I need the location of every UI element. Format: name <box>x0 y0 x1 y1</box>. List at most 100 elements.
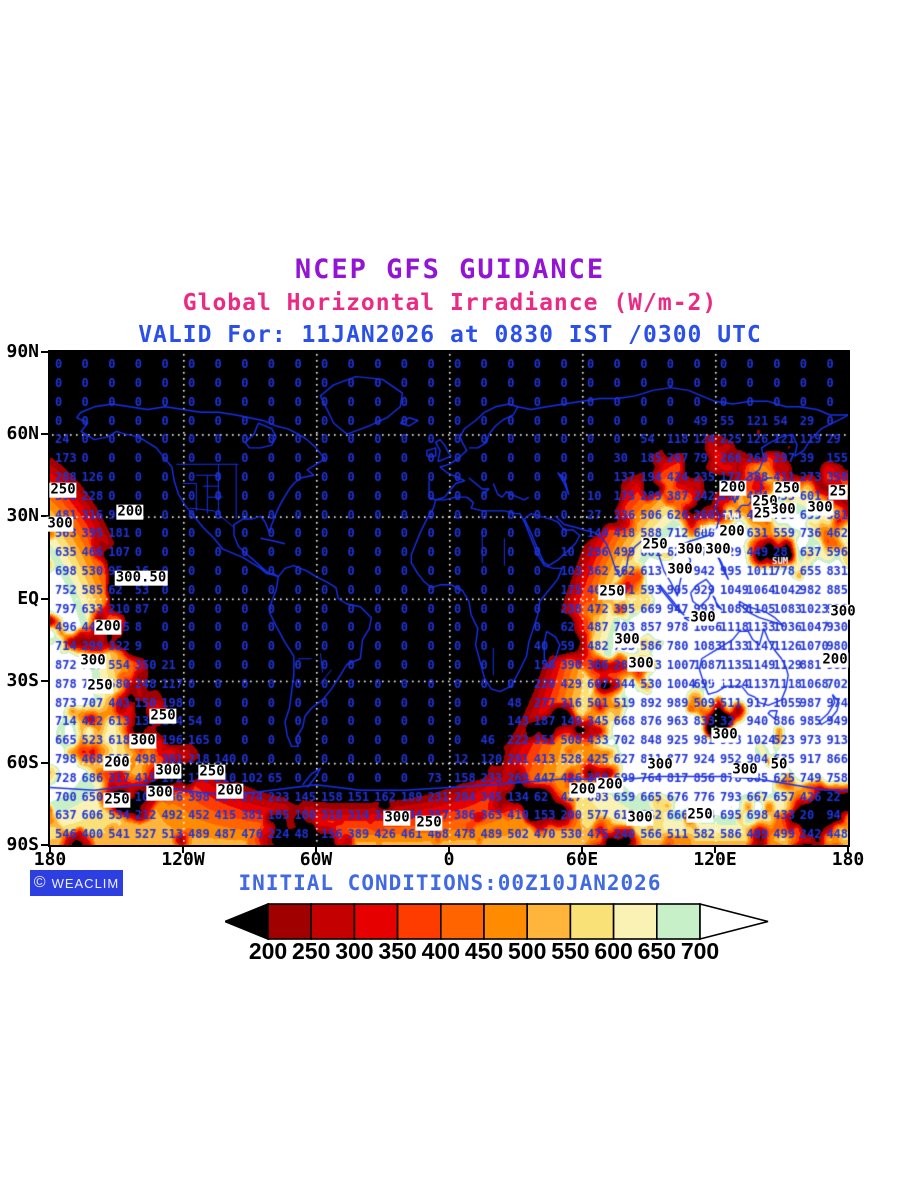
contour-label: 300 <box>646 756 674 773</box>
y-axis-label: 90N <box>6 341 39 362</box>
contour-label: 50 <box>769 756 789 773</box>
colorbar-label: 450 <box>464 938 504 964</box>
contour-label: 300 <box>829 603 857 620</box>
contour-label: 200 <box>216 782 244 799</box>
contour-label: 300 <box>806 499 834 516</box>
x-axis-tick <box>847 847 849 853</box>
colorbar-box <box>612 903 658 940</box>
colorbar-box <box>396 903 442 940</box>
y-axis-label: 30S <box>6 669 39 691</box>
colorbar-box <box>526 903 572 940</box>
contour-label: 300 <box>627 655 655 672</box>
colorbar-label: 500 <box>508 938 547 964</box>
contour-label: 250 <box>415 814 443 831</box>
colorbar-label: 600 <box>594 938 633 964</box>
contour-label: 300 <box>129 732 157 749</box>
y-axis-tick <box>41 351 49 353</box>
y-axis-label: 60N <box>6 423 39 445</box>
colorbar <box>225 903 769 941</box>
valid-time-line: VALID For: 11JAN2026 at 0830 IST /0300 U… <box>138 322 762 348</box>
y-axis-label: 60S <box>6 751 39 773</box>
contour-label: 300 <box>731 761 759 778</box>
contour-label: 300 <box>704 541 732 558</box>
x-axis-label: 60W <box>299 849 333 870</box>
contour-label: 300.50 <box>114 569 168 586</box>
y-axis-tick <box>41 597 49 600</box>
colorbar-label: 400 <box>421 938 460 964</box>
contour-label: 300 <box>711 726 739 743</box>
irradiance-map-canvas <box>50 352 848 845</box>
contour-label: 200 <box>116 503 144 520</box>
contour-label: 300 <box>769 501 797 518</box>
page-title: NCEP GFS GUIDANCE <box>294 254 606 285</box>
page-subtitle: Global Horizontal Irradiance (W/m-2) <box>182 290 718 316</box>
x-axis-tick <box>714 847 716 853</box>
contour-label: 25 <box>752 505 772 522</box>
x-axis-label: 120E <box>693 849 737 870</box>
contour-label: 200 <box>596 776 624 793</box>
colorbar-box <box>353 903 399 940</box>
contour-label: 200 <box>821 651 849 668</box>
colorbar-box <box>569 903 615 940</box>
y-axis-tick <box>41 515 49 518</box>
contour-label: 300 <box>383 809 411 826</box>
x-axis-tick <box>448 847 450 853</box>
x-axis-label: 180 <box>33 849 67 870</box>
contour-label: 250 <box>149 707 177 724</box>
y-axis-tick <box>41 761 49 764</box>
contour-label: 300 <box>154 762 182 779</box>
contour-label: 200 <box>718 523 746 540</box>
colorbar-label: 650 <box>637 938 676 964</box>
contour-label: 250 <box>773 480 801 497</box>
colorbar-label: 700 <box>680 938 720 964</box>
contour-label: 200 <box>569 781 597 798</box>
x-axis-label: 120W <box>161 849 205 870</box>
contour-label: 200 <box>103 754 131 771</box>
contour-label: 300 <box>46 515 74 532</box>
x-axis-label: 0 <box>443 849 455 870</box>
colorbar-label: 300 <box>335 938 374 964</box>
x-axis-tick <box>315 847 317 853</box>
contour-label: 250 <box>686 806 714 823</box>
colorbar-box <box>655 903 701 940</box>
contour-label: 300 <box>666 561 694 578</box>
x-axis-label: 60E <box>565 849 599 870</box>
contour-label: 300 <box>689 609 717 626</box>
copyright-icon: © <box>33 874 46 891</box>
x-axis-tick <box>182 847 184 853</box>
x-axis-tick <box>49 847 51 853</box>
colorbar-box <box>267 903 313 940</box>
y-axis-label: EQ <box>17 587 39 609</box>
logo-text: WEACLIM <box>51 875 120 891</box>
colorbar-label: 350 <box>378 938 417 964</box>
weaclim-logo: © WEACLIM <box>30 870 123 896</box>
contour-label: 300 <box>79 652 107 669</box>
contour-label: 250 <box>198 763 226 780</box>
contour-label: 300 <box>146 784 174 801</box>
contour-label: 300 <box>626 809 654 826</box>
colorbar-arrow <box>225 903 269 941</box>
colorbar-box <box>310 903 356 940</box>
initial-conditions-line: INITIAL CONDITIONS:00Z10JAN2026 <box>238 871 662 895</box>
colorbar-label: 550 <box>551 938 590 964</box>
contour-label: 250 <box>49 481 77 498</box>
y-axis-tick <box>41 844 49 846</box>
y-axis-label: 90S <box>6 834 39 855</box>
contour-label: 25 <box>828 483 848 500</box>
colorbar-box <box>483 903 529 940</box>
y-axis-label: 30N <box>6 505 39 527</box>
colorbar-label: 200 <box>248 938 288 964</box>
y-axis-tick <box>41 679 49 682</box>
contour-label: 250 <box>598 583 626 600</box>
contour-label: 200 <box>94 618 122 635</box>
contour-label: 300 <box>676 541 704 558</box>
colorbar-label: 250 <box>292 938 331 964</box>
contour-label: 300 <box>613 631 641 648</box>
colorbar-box <box>440 903 485 940</box>
colorbar-arrow <box>699 903 769 941</box>
map-frame <box>48 350 850 847</box>
contour-label: 250 <box>641 536 669 553</box>
contour-label: 250 <box>103 791 131 808</box>
contour-label: 200 <box>719 479 747 496</box>
